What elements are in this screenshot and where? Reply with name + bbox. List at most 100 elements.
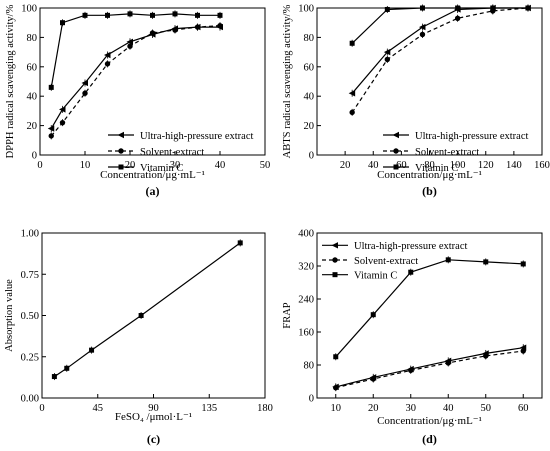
data-point: [172, 27, 178, 33]
data-point: [89, 347, 95, 353]
series-line: [335, 259, 524, 358]
data-point: [127, 43, 133, 49]
legend-marker: [331, 242, 338, 249]
y-axis-label: Absorption value: [4, 279, 15, 352]
x-tick-label: 20: [368, 403, 379, 414]
data-point: [150, 12, 155, 18]
data-point: [349, 109, 355, 116]
x-tick-label: 60: [518, 403, 529, 414]
data-point: [419, 5, 425, 11]
x-tick-label: 140: [506, 160, 522, 171]
data-point: [520, 348, 526, 354]
y-axis-label: FRAP: [282, 302, 293, 328]
x-tick-label: 50: [481, 403, 492, 414]
panel-label: (c): [147, 432, 160, 446]
data-point: [105, 12, 110, 18]
series-1: [51, 239, 243, 381]
x-tick-label: 80: [424, 160, 435, 171]
legend-marker: [332, 257, 338, 263]
chart-panel-4: 10 20 30 40 50 60 0 80 160 240 320 400 Concentration…: [282, 229, 543, 446]
y-tick-label: 0.25: [21, 352, 39, 363]
series-2: [48, 22, 223, 140]
data-point: [525, 5, 531, 11]
y-tick-label: 0: [32, 151, 37, 162]
panel-label: (b): [422, 184, 437, 198]
legend-label: Ultra-high-pressure extract: [354, 241, 467, 252]
legend-marker: [118, 164, 124, 170]
x-tick-label: 40: [215, 160, 226, 171]
data-point: [82, 12, 88, 18]
data-point: [384, 56, 391, 63]
y-tick-label: 0.75: [21, 270, 39, 281]
data-point: [383, 48, 391, 56]
legend-label: Solvent-extract: [415, 147, 479, 158]
data-point: [149, 30, 156, 36]
plot-frame: [39, 7, 266, 156]
panel-label: (d): [422, 432, 437, 446]
x-tick-label: 40: [368, 160, 379, 171]
legend-label: Vitamin C: [354, 270, 397, 281]
data-point: [81, 79, 88, 87]
series-3: [333, 256, 526, 361]
series-line: [351, 7, 528, 94]
x-axis-label: Concentration/μg·mL⁻¹: [100, 169, 205, 181]
series-1: [47, 23, 223, 133]
x-tick-label: 100: [450, 160, 466, 171]
series-line: [335, 350, 524, 389]
y-tick-label: 0: [309, 151, 314, 162]
y-tick-label: 1.00: [21, 229, 39, 240]
series-1: [348, 4, 531, 97]
y-tick-label: 240: [298, 295, 314, 306]
data-point: [126, 38, 133, 46]
y-axis-label: DPPH radical scavenging activity/%: [5, 4, 16, 158]
data-point: [60, 20, 65, 26]
data-point: [194, 24, 201, 30]
data-point: [104, 61, 111, 67]
series-line: [351, 7, 528, 113]
data-point: [483, 259, 489, 265]
chart-panel-1: 0 10 20 30 40 50 0 20 40 60 80 100 Concentration/μg·…: [5, 4, 270, 199]
series-2: [333, 347, 526, 392]
x-axis-label: Concentration/μg·mL⁻¹: [377, 415, 482, 427]
data-point: [419, 31, 426, 38]
x-tick-label: 40: [443, 403, 454, 414]
plot-frame: [41, 232, 266, 399]
legend-marker: [393, 164, 399, 170]
x-tick-label: 30: [406, 403, 417, 414]
data-point: [384, 6, 390, 12]
x-tick-label: 50: [260, 160, 271, 171]
legend-label: Ultra-high-pressure extract: [140, 131, 253, 142]
data-point: [138, 313, 144, 318]
x-axis-label: FeSO₄ /μmol·L⁻¹: [115, 411, 192, 423]
legend-label: Vitamin C: [415, 163, 458, 174]
series-line: [50, 13, 220, 88]
x-tick-label: 0: [37, 160, 42, 171]
series-line: [351, 7, 528, 44]
series-1: [332, 344, 527, 391]
data-point: [490, 5, 496, 11]
series-line: [54, 242, 241, 378]
x-tick-label: 30: [170, 160, 181, 171]
y-tick-label: 0.00: [21, 394, 39, 405]
legend-label: Solvent-extract: [140, 147, 204, 158]
y-tick-label: 160: [298, 328, 314, 339]
data-point: [333, 384, 339, 391]
x-tick-label: 20: [125, 160, 136, 171]
data-point: [217, 22, 223, 29]
y-tick-label: 40: [27, 92, 38, 103]
data-point: [82, 90, 88, 96]
chart-panel-2: 20 40 60 80 100 120 140 160020406080100Concentr…: [282, 4, 550, 199]
data-point: [64, 365, 70, 371]
y-tick-label: 80: [304, 33, 315, 44]
x-tick-label: 120: [478, 160, 494, 171]
legend-marker: [393, 148, 399, 154]
series-3: [349, 4, 531, 47]
data-point: [455, 5, 461, 11]
chart-panel-3: 0 45 90 135 180 0.00 0.25 0.50 0.75 1.00 FeSO₄ /μm…: [4, 229, 273, 447]
y-tick-label: 80: [27, 33, 38, 44]
data-point: [370, 376, 376, 382]
legend: Ultra-high-pressure extract Solvent-extra…: [383, 131, 528, 174]
y-tick-label: 400: [298, 229, 314, 240]
legend-label: Solvent-extract: [354, 256, 418, 267]
